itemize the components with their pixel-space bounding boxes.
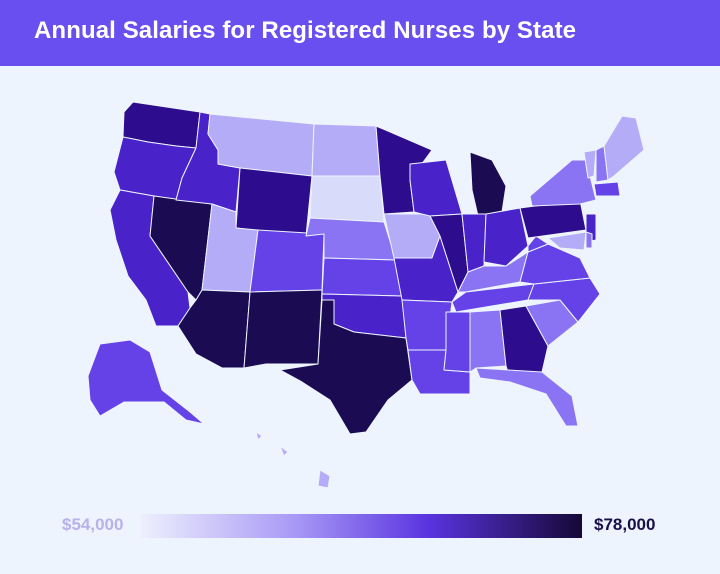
state-wi: [409, 159, 463, 217]
state-ky: [457, 251, 529, 293]
legend-min-label: $54,000: [62, 515, 124, 534]
state-oh: [483, 207, 529, 267]
state-tx: [279, 299, 413, 435]
state-wv: [527, 235, 549, 253]
state-pa: [519, 199, 587, 239]
state-de: [585, 231, 593, 249]
us-map: [87, 101, 645, 489]
state-fl: [475, 367, 579, 427]
state-ma: [593, 181, 621, 197]
state-mi: [469, 151, 507, 217]
state-wy: [235, 167, 313, 237]
state-hi: [255, 431, 331, 489]
legend-gradient-bar: [140, 514, 582, 538]
state-ks: [321, 257, 403, 297]
state-al: [469, 309, 507, 373]
state-ak: [87, 339, 205, 425]
state-vt: [583, 149, 597, 179]
state-me: [603, 115, 645, 181]
state-nd: [311, 123, 381, 177]
title-banner: Annual Salaries for Registered Nurses by…: [0, 0, 720, 66]
state-ia: [383, 213, 441, 259]
state-ny: [529, 159, 597, 207]
state-ms: [443, 311, 471, 373]
state-sd: [309, 175, 385, 223]
state-md: [547, 231, 587, 251]
state-ar: [401, 299, 453, 351]
page-title: Annual Salaries for Registered Nurses by…: [34, 17, 577, 44]
state-co: [249, 229, 325, 293]
legend-max-label: $78,000: [594, 515, 656, 534]
state-nm: [243, 289, 323, 369]
